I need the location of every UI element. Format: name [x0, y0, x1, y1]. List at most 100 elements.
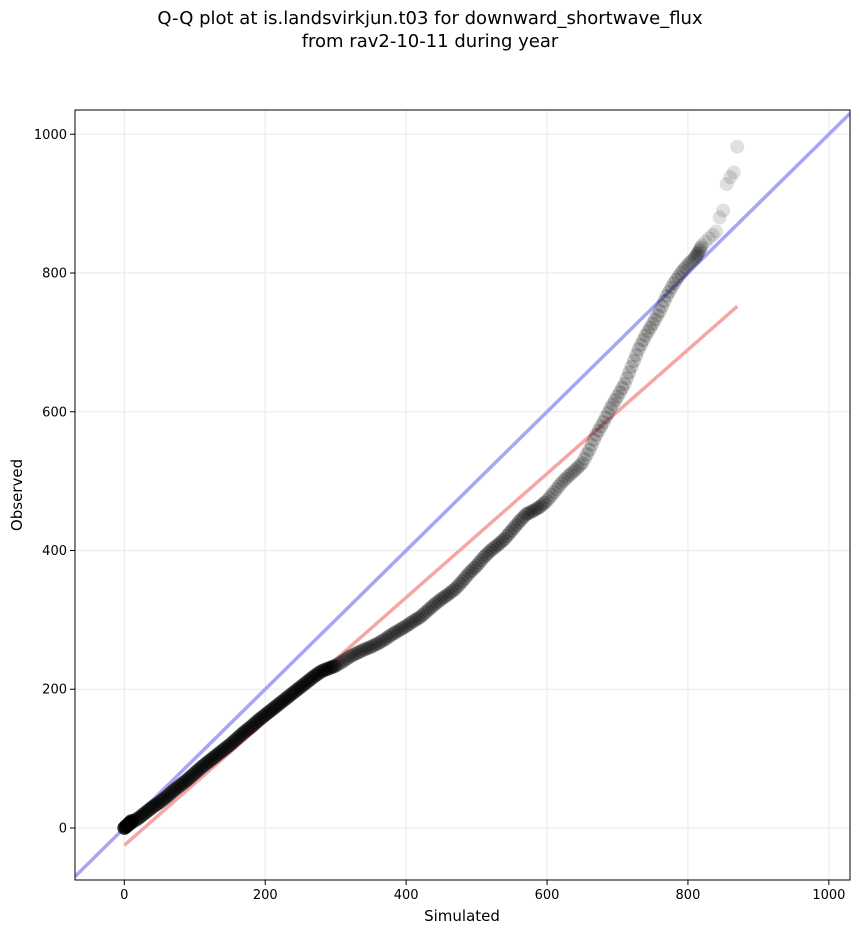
quantile-point	[293, 680, 308, 695]
quantile-point	[603, 401, 618, 416]
quantile-point	[146, 799, 161, 814]
quantile-point	[587, 432, 602, 447]
quantile-point	[690, 247, 705, 262]
quantile-point	[168, 781, 183, 796]
quantile-point	[230, 731, 245, 746]
quantile-point	[462, 565, 477, 580]
quantile-point	[206, 750, 221, 765]
quantile-point	[298, 676, 313, 691]
quantile-point	[124, 814, 139, 829]
x-tick-label: 1000	[812, 888, 845, 903]
quantile-point	[380, 630, 395, 645]
quantile-point	[320, 661, 335, 676]
quantile-point	[217, 742, 232, 757]
quantile-point	[615, 381, 630, 396]
quantile-point	[323, 660, 338, 675]
quantile-point	[641, 324, 656, 339]
quantile-point	[633, 337, 648, 352]
quantile-point	[453, 576, 468, 591]
quantile-point	[561, 469, 576, 484]
quantile-point	[678, 260, 693, 275]
quantile-point	[167, 782, 182, 797]
quantile-point	[345, 648, 360, 663]
quantile-point	[556, 473, 571, 488]
quantile-point	[666, 276, 681, 291]
quantile-point	[153, 794, 168, 809]
quantile-point	[342, 649, 357, 664]
quantile-point	[333, 655, 348, 670]
quantile-point	[535, 497, 550, 512]
quantile-point	[370, 636, 385, 651]
chart-subtitle: from rav2-10-11 during year	[301, 31, 559, 52]
quantile-point	[304, 671, 319, 686]
quantile-point	[188, 765, 203, 780]
quantile-point	[212, 746, 227, 761]
quantile-point	[626, 353, 641, 368]
quantile-point	[296, 677, 311, 692]
quantile-point	[338, 652, 353, 667]
quantile-point	[177, 775, 192, 790]
quantile-point	[575, 456, 590, 471]
quantile-point	[302, 672, 317, 687]
quantile-point	[544, 488, 559, 502]
quantile-point	[176, 776, 191, 791]
quantile-point	[596, 415, 611, 430]
quantile-point	[702, 231, 717, 246]
quantile-point	[636, 333, 651, 348]
quantile-point	[327, 659, 342, 674]
quantile-point	[145, 800, 160, 815]
quantile-point	[199, 756, 214, 771]
quantile-point	[178, 774, 193, 789]
quantile-points	[117, 139, 745, 835]
quantile-point	[488, 539, 503, 554]
quantile-point	[443, 585, 458, 600]
quantile-point	[250, 714, 265, 729]
quantile-point	[392, 623, 407, 638]
quantile-point	[417, 605, 432, 620]
quantile-point	[695, 238, 710, 253]
quantile-point	[154, 793, 169, 808]
quantile-point	[460, 568, 475, 583]
quantile-point	[328, 658, 343, 673]
quantile-point	[248, 715, 263, 730]
quantile-point	[730, 139, 745, 154]
quantile-point	[300, 674, 315, 689]
quantile-point	[134, 808, 149, 823]
quantile-point	[309, 667, 324, 682]
quantile-point	[278, 692, 293, 707]
quantile-point	[315, 663, 330, 678]
quantile-point	[282, 688, 297, 703]
quantile-point	[308, 668, 323, 683]
quantile-point	[228, 732, 243, 747]
quantile-point	[382, 629, 397, 644]
quantile-point	[306, 669, 321, 684]
quantile-point	[385, 627, 400, 642]
quantile-point	[356, 642, 371, 657]
quantile-point	[528, 502, 543, 517]
quantile-point	[215, 743, 230, 758]
quantile-point	[158, 790, 173, 805]
quantile-point	[432, 593, 447, 608]
quantile-point	[448, 581, 463, 596]
fit-line	[123, 305, 739, 847]
quantile-point	[279, 691, 294, 706]
quantile-point	[504, 523, 519, 538]
quantile-point	[500, 528, 515, 543]
quantile-point	[673, 266, 688, 281]
quantile-point	[537, 495, 552, 510]
quantile-point	[143, 802, 158, 817]
quantile-point	[490, 537, 505, 552]
quantile-point	[568, 463, 583, 478]
quantile-point	[464, 563, 479, 578]
y-tick-label: 600	[42, 405, 67, 420]
quantile-point	[314, 664, 329, 679]
quantile-point	[281, 689, 296, 704]
quantile-point	[180, 772, 195, 787]
quantile-point	[259, 706, 274, 721]
quantile-point	[210, 747, 225, 762]
quantile-point	[139, 804, 154, 819]
quantile-point	[579, 447, 594, 462]
quantile-point	[191, 763, 206, 778]
grid	[75, 110, 850, 880]
quantile-point	[474, 553, 489, 568]
